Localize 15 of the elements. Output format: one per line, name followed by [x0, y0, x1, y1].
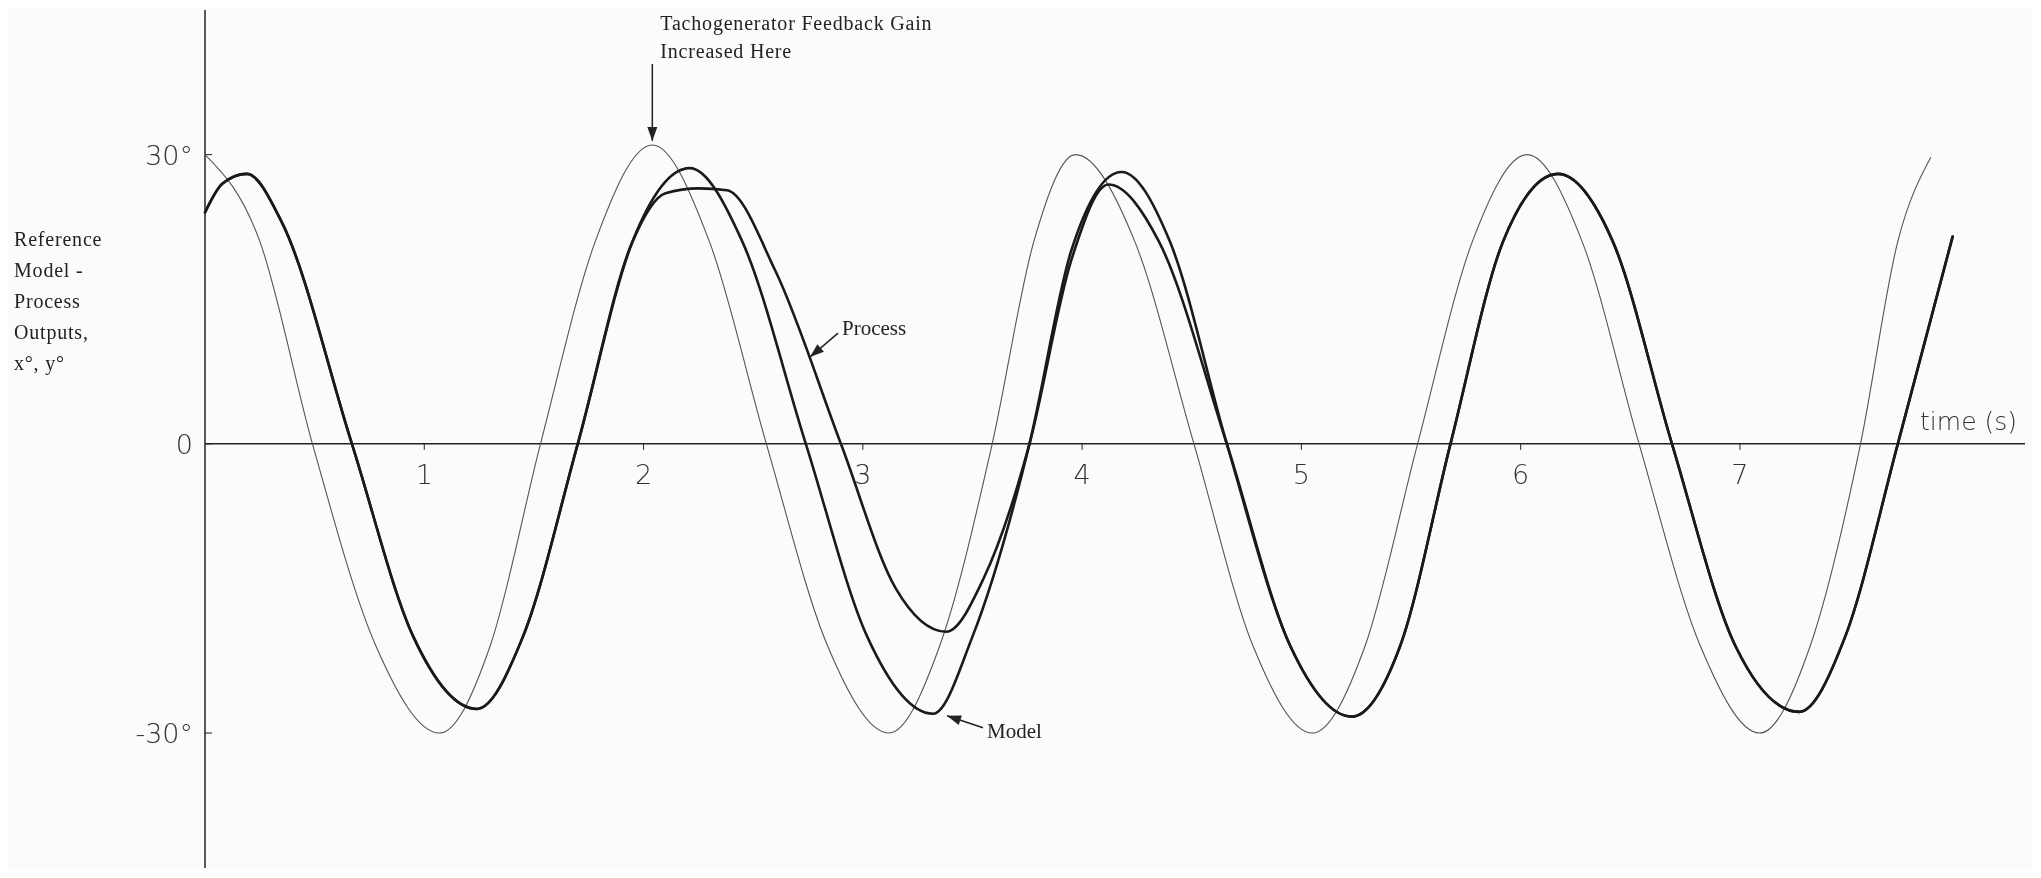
y-axis-title: Reference Model - Process Outputs, x°, y°: [14, 228, 103, 375]
x-tick-label: 1: [415, 458, 433, 490]
y-tick-label: 0: [175, 428, 193, 460]
x-tick-label: 6: [1512, 458, 1530, 490]
x-tick-label: 5: [1292, 458, 1310, 490]
annotation: Tachogenerator Feedback Gain Increased Here: [660, 12, 933, 62]
x-tick-label: 2: [634, 458, 653, 490]
y-tick-label: 30°: [145, 139, 193, 171]
legend-label: Model: [987, 718, 1042, 743]
series-label: Process: [842, 316, 907, 341]
x-axis-title: time (s): [1920, 406, 2017, 436]
x-tick-label: 4: [1073, 458, 1091, 490]
x-tick-label: 3: [854, 458, 872, 490]
x-tick-label: 7: [1731, 458, 1749, 490]
y-tick-label: -30°: [135, 718, 193, 750]
